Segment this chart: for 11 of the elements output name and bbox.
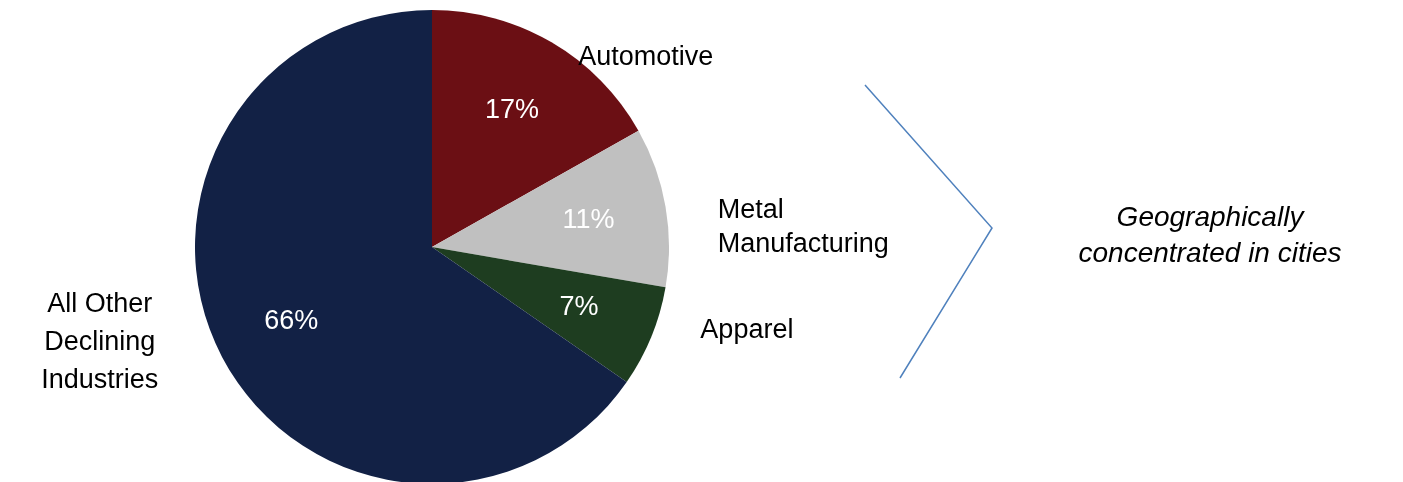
data-label: 11% xyxy=(562,203,615,234)
pie-slice xyxy=(432,247,666,383)
slice-label: Apparel xyxy=(700,314,794,345)
slice-label: Automotive xyxy=(578,41,714,72)
text: Geographically concentrated in cities xyxy=(1078,201,1342,268)
data-label: 7% xyxy=(559,291,599,322)
slice-label: All Other Declining Industries xyxy=(41,288,159,395)
data-label: 17% xyxy=(485,93,540,124)
pie-slice xyxy=(432,130,669,288)
slice-label: Metal Manufacturing xyxy=(717,193,889,258)
data-label: 66% xyxy=(264,304,319,335)
